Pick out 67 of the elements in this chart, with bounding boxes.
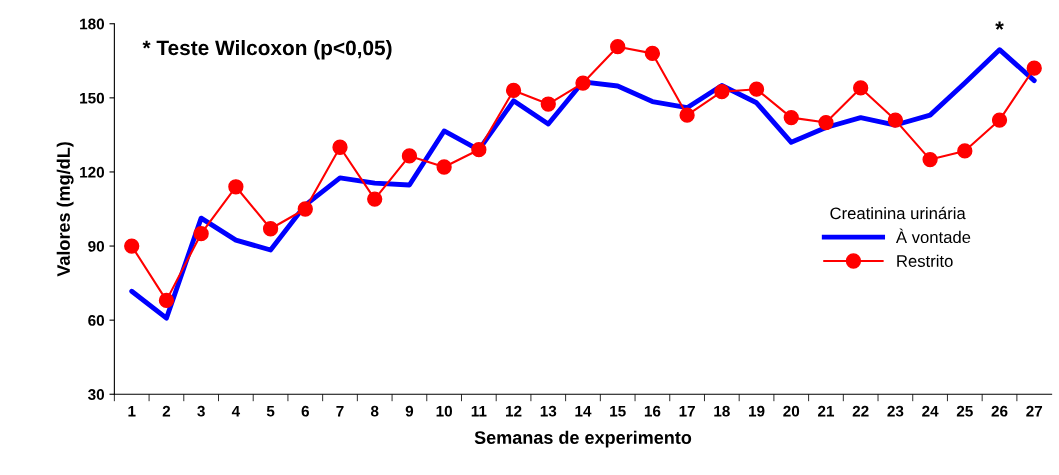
- x-tick-label: 19: [749, 405, 765, 417]
- point: [957, 143, 973, 159]
- x-tick-label: 3: [197, 405, 205, 417]
- x-tick-label: 2: [162, 405, 171, 417]
- x-tick-label: 7: [336, 405, 344, 417]
- x-tick-label: 21: [818, 405, 835, 417]
- point: [471, 142, 487, 158]
- y-tick-label: 90: [88, 240, 105, 252]
- y-axis-title: Valores (mg/dL): [56, 142, 74, 277]
- x-tick-label: 20: [783, 405, 800, 417]
- point: [679, 107, 695, 123]
- point: [228, 179, 244, 195]
- y-tick-label: 150: [80, 92, 105, 104]
- point: [505, 82, 522, 99]
- x-tick-label: 25: [956, 405, 973, 417]
- x-tick-label: 26: [991, 405, 1008, 417]
- point: [540, 96, 556, 112]
- point: [1026, 60, 1042, 76]
- point: [367, 191, 383, 207]
- point: [401, 148, 418, 164]
- x-tick-label: 11: [471, 405, 487, 417]
- legend-label: À vontade: [895, 228, 971, 244]
- point: [853, 80, 869, 96]
- x-tick-label: 15: [610, 405, 626, 417]
- x-tick-label: 8: [370, 405, 379, 417]
- annotation: * Teste Wilcoxon (p<0,05): [142, 39, 392, 60]
- point: [991, 112, 1008, 128]
- y-tick-label: 180: [80, 18, 105, 30]
- point: [887, 112, 904, 128]
- point: [610, 39, 626, 55]
- point: [644, 45, 661, 62]
- y-tick-label: 60: [88, 315, 105, 326]
- x-tick-label: 5: [266, 405, 275, 417]
- x-tick-label: 1: [128, 405, 136, 417]
- y-tick-label: 30: [88, 389, 105, 400]
- x-tick-label: 16: [644, 405, 661, 417]
- point: [575, 75, 591, 91]
- x-tick-label: 18: [714, 405, 730, 417]
- x-tick-label: 10: [436, 405, 452, 417]
- x-tick-label: 13: [540, 405, 557, 417]
- point: [922, 151, 938, 168]
- point: [124, 238, 140, 254]
- point: [332, 139, 348, 155]
- x-tick-label: 6: [301, 405, 309, 417]
- annotation: *: [995, 21, 1004, 30]
- point: [262, 221, 279, 237]
- legend-label: Restrito: [897, 254, 953, 267]
- x-tick-label: 17: [679, 405, 695, 417]
- x-tick-label: 24: [922, 405, 939, 417]
- legend-title: Creatinina urinária: [830, 206, 966, 220]
- point: [297, 201, 313, 217]
- y-tick-label: 120: [80, 166, 105, 178]
- point: [193, 226, 209, 242]
- x-tick-label: 9: [405, 405, 414, 417]
- point: [783, 109, 799, 126]
- point: [714, 84, 730, 100]
- point: [158, 292, 175, 309]
- x-tick-label: 23: [887, 405, 904, 417]
- point: [748, 81, 765, 97]
- x-tick-label: 4: [231, 405, 241, 417]
- x-axis-title: Semanas de experimento: [474, 430, 692, 448]
- x-tick-label: 27: [1026, 405, 1043, 417]
- point: [436, 159, 452, 175]
- point: [818, 114, 834, 131]
- x-tick-label: 22: [852, 405, 869, 417]
- x-tick-label: 12: [506, 405, 522, 417]
- x-tick-label: 14: [575, 405, 592, 417]
